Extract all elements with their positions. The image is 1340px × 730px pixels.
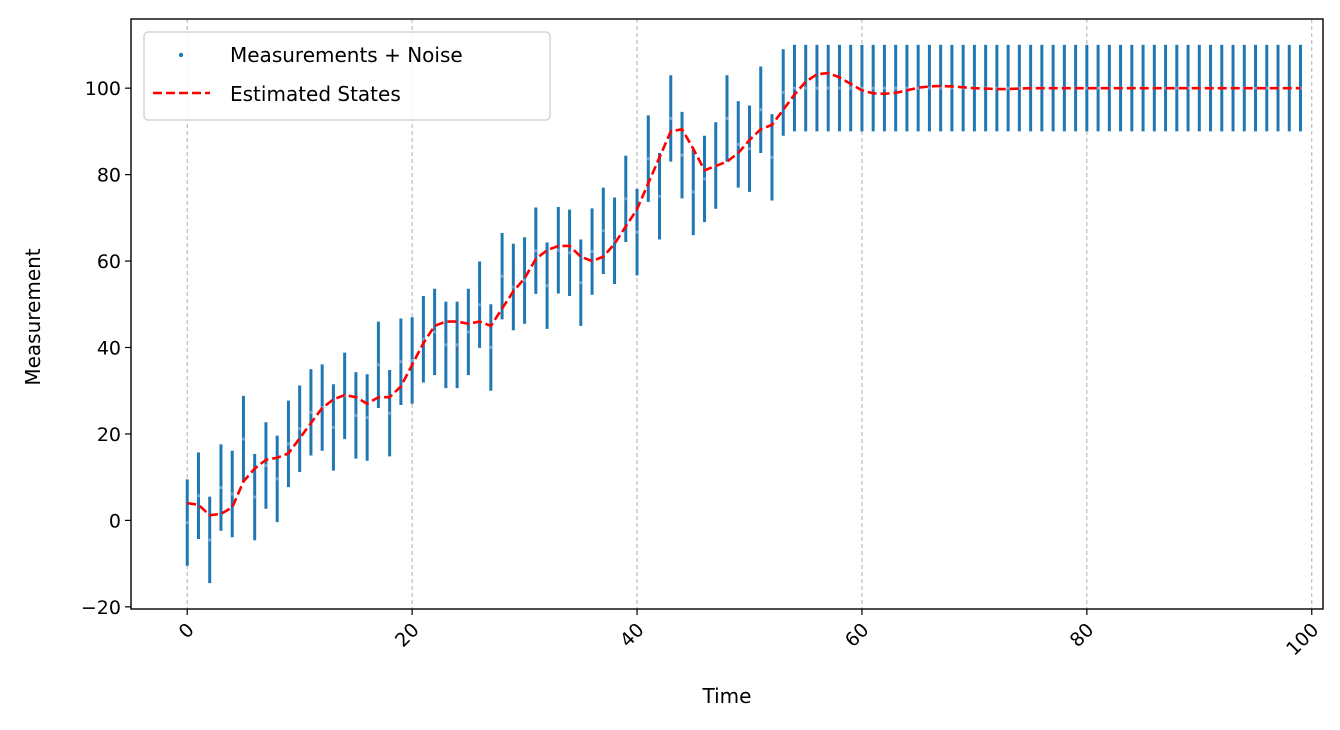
- measurement-point: [331, 425, 336, 430]
- measurement-point: [264, 463, 268, 468]
- measurement-point: [894, 86, 898, 90]
- measurement-point: [826, 86, 830, 90]
- measurement-point: [354, 413, 358, 417]
- measurement-point: [657, 194, 662, 198]
- measurement-point: [939, 86, 943, 90]
- measurement-point: [646, 157, 650, 161]
- y-tick-label-4: 60: [97, 251, 121, 273]
- measurement-point: [736, 142, 740, 146]
- y-tick-label-5: 80: [97, 165, 121, 187]
- y-tick-label-6: 100: [85, 78, 121, 100]
- measurement-point: [804, 86, 808, 90]
- measurement-point: [1085, 86, 1089, 90]
- measurement-point: [927, 86, 932, 90]
- measurement-point: [669, 116, 673, 121]
- y-tick-label-0: −20: [81, 597, 121, 619]
- measurement-point: [849, 86, 853, 90]
- measurement-point: [478, 303, 482, 307]
- y-axis: −20 0 20 40 60 80 100: [81, 78, 131, 619]
- measurement-point: [1006, 86, 1010, 90]
- measurement-point: [747, 147, 752, 151]
- measurement-point: [444, 343, 448, 347]
- measurement-point: [275, 477, 279, 481]
- measurement-point: [455, 343, 459, 347]
- legend-label-estimated: Estimated States: [230, 82, 401, 106]
- measurement-point: [567, 251, 572, 255]
- measurement-point: [208, 538, 212, 542]
- measurement-point: [691, 190, 695, 194]
- measurement-point: [815, 86, 819, 90]
- measurement-point: [759, 108, 763, 112]
- y-tick-label-1: 0: [109, 510, 121, 532]
- measurement-point: [725, 116, 729, 121]
- measurement-point: [871, 86, 875, 90]
- measurement-point: [241, 437, 246, 441]
- measurement-point: [781, 90, 785, 95]
- measurement-point: [624, 197, 628, 201]
- measurement-point: [365, 415, 369, 420]
- estimated-states-line: [187, 71, 1301, 517]
- measurement-point: [680, 153, 684, 157]
- y-tick-label-3: 40: [97, 337, 121, 359]
- measurement-point: [556, 248, 560, 252]
- measurement-point: [590, 249, 594, 254]
- measurement-point: [309, 410, 313, 414]
- measurement-point: [399, 360, 403, 364]
- measurement-point: [702, 177, 707, 181]
- legend: Measurements + Noise Estimated States: [143, 31, 551, 121]
- legend-marker-measurements: [178, 52, 184, 58]
- measurement-point: [219, 485, 223, 490]
- measurement-point: [882, 86, 887, 90]
- measurement-point: [522, 278, 527, 283]
- measurement-point: [579, 281, 583, 285]
- legend-label-measurements: Measurements + Noise: [230, 43, 463, 67]
- measurement-point: [489, 345, 493, 350]
- plot-frame: [130, 18, 1324, 610]
- measurement-point: [792, 86, 797, 90]
- measurement-point: [298, 427, 302, 431]
- measurement-point: [185, 520, 189, 525]
- legend-box: [143, 31, 551, 121]
- measurement-point: [770, 155, 774, 159]
- measurement-point: [511, 285, 515, 289]
- measurement-point: [286, 442, 291, 446]
- measurement-point: [1253, 86, 1258, 90]
- measurement-point: [500, 274, 504, 278]
- estimated-states-path: [187, 71, 1301, 517]
- measurement-point: [1175, 86, 1179, 90]
- measurement-point: [388, 411, 392, 415]
- measurement-point: [534, 249, 538, 253]
- measurement-point: [545, 284, 549, 288]
- measurement-point: [837, 86, 842, 90]
- measurement-point: [1096, 86, 1100, 90]
- measurement-point: [466, 330, 470, 334]
- measurement-point: [196, 494, 201, 498]
- measurement-point: [410, 358, 414, 363]
- y-tick-label-2: 20: [97, 424, 121, 446]
- x-axis-label: Time: [702, 684, 752, 708]
- measurement-point: [601, 229, 605, 233]
- measurement-point: [376, 363, 380, 367]
- measurement-point: [635, 230, 639, 234]
- measurement-point: [230, 492, 234, 496]
- measurement-point: [1265, 86, 1269, 90]
- measurement-point: [253, 495, 257, 499]
- y-axis-label: Measurement: [21, 248, 45, 385]
- measurement-point: [433, 330, 437, 334]
